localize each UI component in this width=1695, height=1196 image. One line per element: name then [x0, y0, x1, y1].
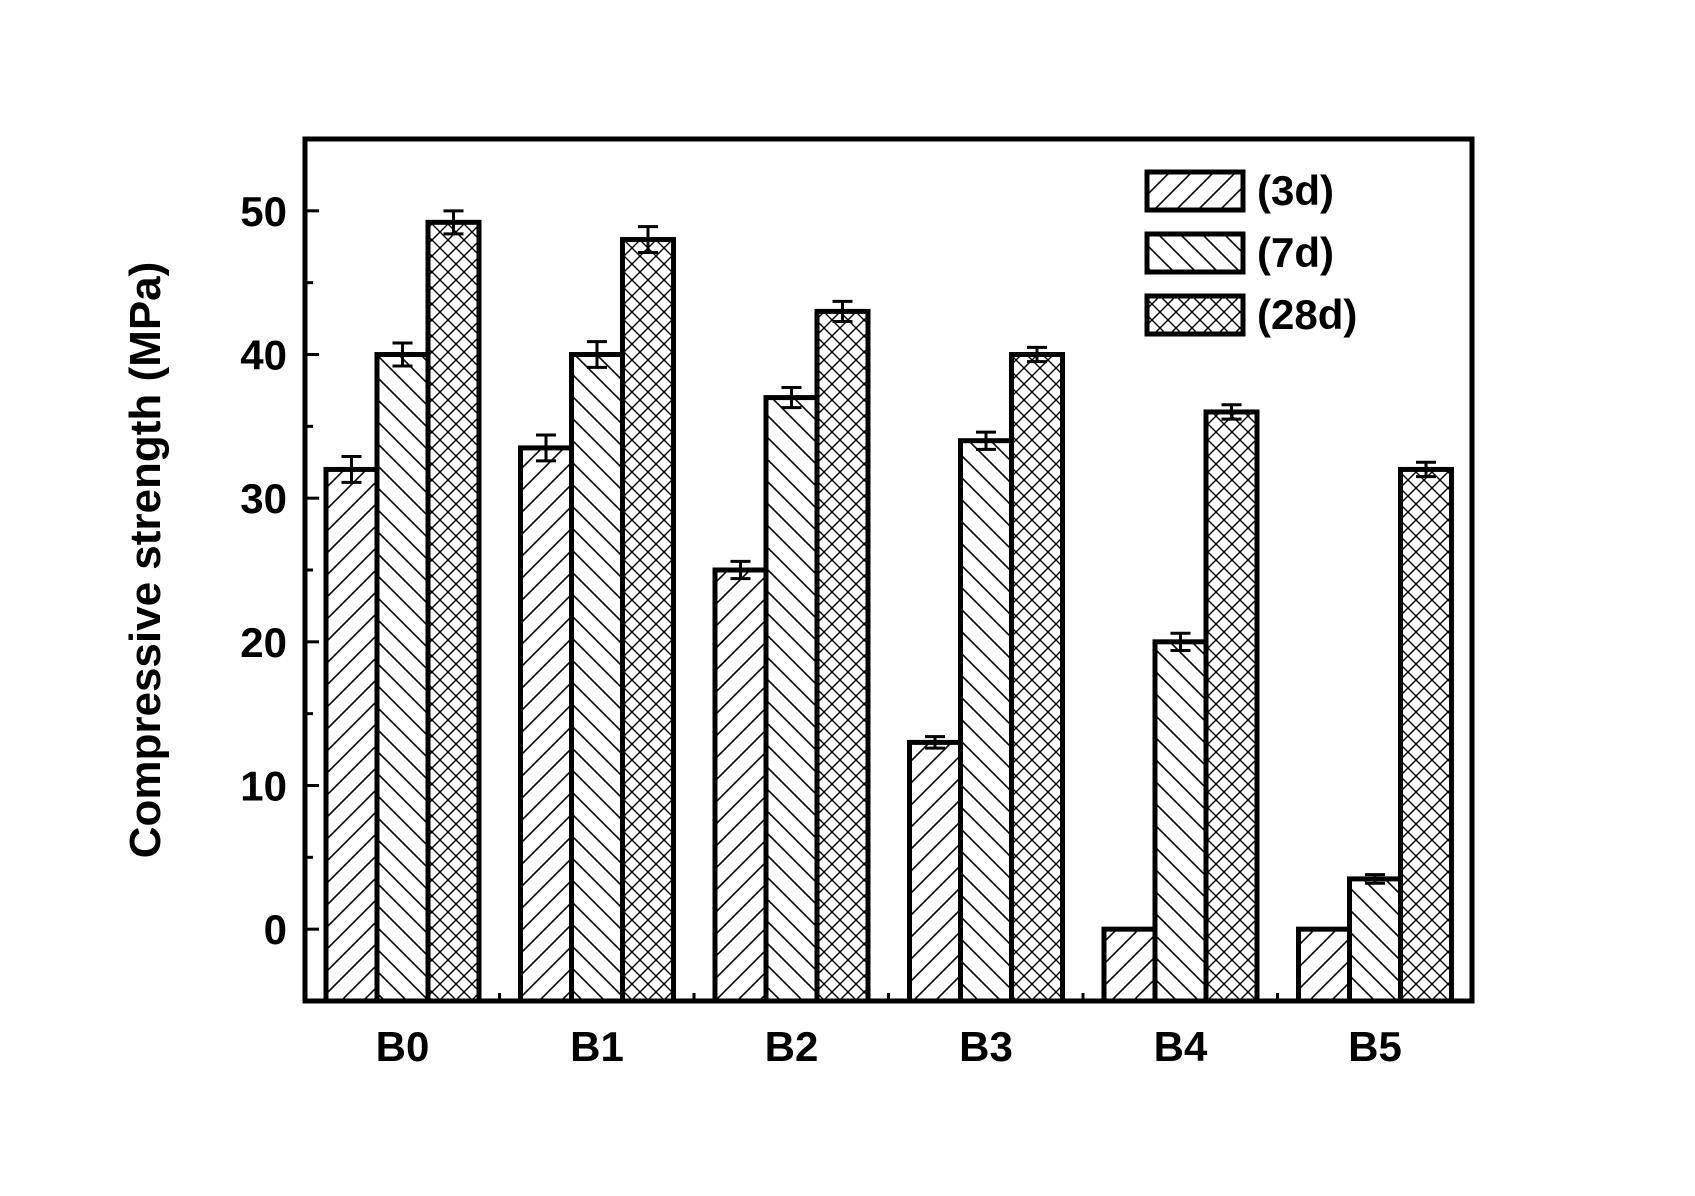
bar-b4-28d — [1203, 409, 1260, 1004]
error-bar-b0-3d — [341, 455, 362, 484]
bar-b2-3d — [712, 567, 769, 1004]
bar-b1-3d — [518, 445, 574, 1004]
bar-b1-7d — [569, 352, 625, 1004]
legend-item-7d: (7d) — [1144, 229, 1334, 276]
legend-label: (7d) — [1257, 229, 1334, 276]
legend: (3d) (7d) (28d) — [1144, 167, 1357, 338]
legend-item-3d: (3d) — [1144, 167, 1334, 214]
error-bar-b4-7d — [1170, 631, 1191, 652]
legend-label: (28d) — [1257, 291, 1357, 338]
bar-b0-28d — [425, 219, 482, 1004]
y-tick-label-10: 10 — [240, 763, 287, 810]
y-tick-label-20: 20 — [240, 619, 287, 666]
error-bar-b0-28d — [443, 209, 464, 236]
bar-b3-3d — [907, 739, 963, 1004]
x-tick-label-b2: B2 — [765, 1023, 819, 1070]
error-bar-b5-7d — [1365, 873, 1385, 885]
error-bar-b2-28d — [832, 299, 853, 323]
y-tick-label-30: 30 — [240, 475, 287, 522]
x-tick-label-b0: B0 — [376, 1023, 430, 1070]
legend-label: (3d) — [1257, 167, 1334, 214]
bar-b2-28d — [814, 308, 871, 1004]
x-tick-label-b1: B1 — [570, 1023, 624, 1070]
x-tick-label-b5: B5 — [1348, 1023, 1402, 1070]
bar-b5-7d — [1347, 876, 1403, 1004]
bar-b2-7d — [763, 395, 820, 1004]
x-tick-label-b4: B4 — [1154, 1023, 1208, 1070]
y-tick-label-50: 50 — [240, 188, 287, 235]
error-bar-b3-3d — [925, 735, 945, 750]
error-bar-b0-7d — [392, 341, 413, 368]
bar-b3-7d — [958, 438, 1014, 1004]
bar-b3-28d — [1009, 352, 1065, 1004]
legend-swatch — [1144, 231, 1246, 275]
error-bar-b5-28d — [1416, 460, 1436, 479]
error-bar-b3-28d — [1027, 345, 1047, 364]
error-bar-b2-3d — [730, 559, 751, 581]
error-bar-b1-28d — [638, 225, 658, 254]
legend-item-28d: (28d) — [1144, 291, 1357, 338]
y-tick-label-0: 0 — [264, 906, 287, 953]
y-axis-label: Compressive strength (MPa) — [121, 262, 170, 859]
x-tick-label-b3: B3 — [959, 1023, 1013, 1070]
bar-b5-3d — [1296, 926, 1352, 1004]
legend-swatch — [1144, 293, 1246, 337]
error-bar-b1-7d — [587, 340, 607, 369]
bar-b4-3d — [1101, 926, 1158, 1004]
bar-b0-3d — [323, 466, 380, 1004]
y-tick-label-40: 40 — [240, 332, 287, 379]
error-bar-b2-7d — [781, 386, 802, 410]
error-bar-b3-7d — [976, 430, 996, 451]
error-bar-b4-28d — [1221, 403, 1242, 421]
bar-b4-7d — [1152, 639, 1209, 1004]
bar-b5-28d — [1398, 466, 1454, 1004]
error-bar-b1-3d — [536, 433, 556, 463]
bar-b0-7d — [374, 352, 431, 1004]
legend-swatch — [1144, 169, 1246, 213]
bar-b1-28d — [620, 237, 676, 1004]
